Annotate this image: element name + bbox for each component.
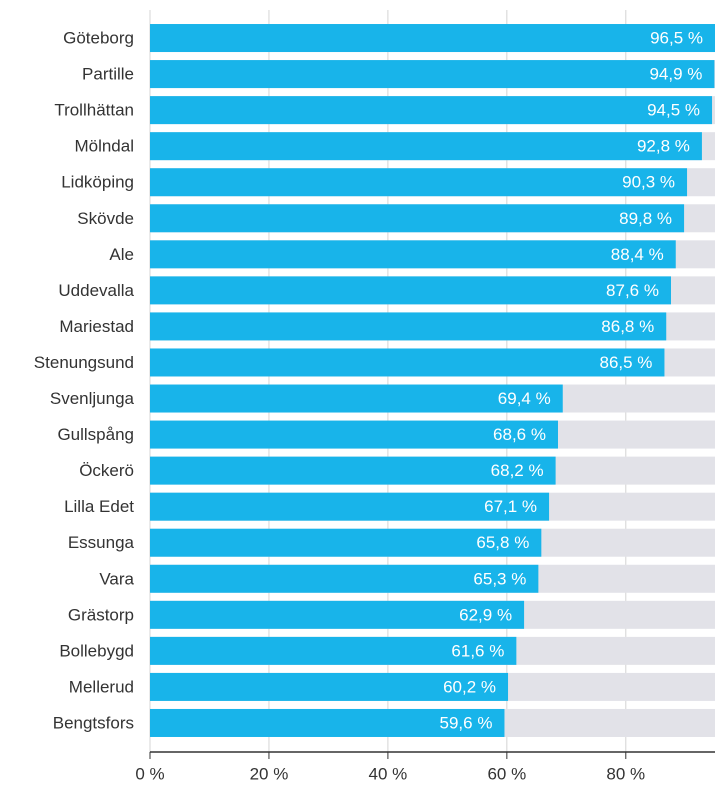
y-tick-label: Partille bbox=[82, 65, 134, 84]
y-tick-label: Trollhättan bbox=[54, 101, 134, 120]
bar bbox=[150, 168, 688, 197]
bar bbox=[150, 636, 517, 665]
bar bbox=[150, 240, 676, 269]
bar bbox=[150, 672, 509, 701]
value-label: 94,5 % bbox=[647, 101, 700, 120]
value-label: 69,4 % bbox=[498, 389, 551, 408]
bar bbox=[150, 600, 525, 629]
value-label: 65,8 % bbox=[476, 533, 529, 552]
value-label: 60,2 % bbox=[443, 677, 496, 696]
bars bbox=[150, 24, 715, 737]
y-tick-label: Stenungsund bbox=[34, 353, 134, 372]
bar bbox=[150, 348, 665, 377]
labels: 0 % 20 % 40 % 60 % 80 % Göteborg 96,5 % Partill… bbox=[34, 29, 715, 783]
x-tick-label: 20 % bbox=[250, 764, 289, 783]
value-label: 92,8 % bbox=[637, 137, 690, 156]
x-tick-label: 40 % bbox=[369, 764, 408, 783]
bar bbox=[150, 420, 558, 449]
y-tick-label: Bengtsfors bbox=[53, 713, 134, 732]
y-tick-label: Lilla Edet bbox=[64, 497, 134, 516]
bar bbox=[150, 492, 550, 521]
value-label: 96,5 % bbox=[650, 29, 703, 48]
value-label: 62,9 % bbox=[459, 605, 512, 624]
y-tick-label: Lidköping bbox=[61, 173, 134, 192]
bar bbox=[150, 312, 667, 341]
y-tick-label: Svenljunga bbox=[50, 389, 135, 408]
value-label: 67,1 % bbox=[484, 497, 537, 516]
y-tick-label: Vara bbox=[99, 569, 134, 588]
x-tick-label: 0 % bbox=[135, 764, 164, 783]
value-label: 61,6 % bbox=[451, 641, 504, 660]
bar bbox=[150, 276, 671, 305]
bar bbox=[150, 384, 563, 413]
y-tick-label: Ale bbox=[109, 245, 134, 264]
bar bbox=[150, 204, 685, 233]
y-tick-label: Göteborg bbox=[63, 29, 134, 48]
value-label: 89,8 % bbox=[619, 209, 672, 228]
bar bbox=[150, 24, 715, 53]
value-label: 94,9 % bbox=[649, 65, 702, 84]
value-label: 87,6 % bbox=[606, 281, 659, 300]
y-tick-label: Mellerud bbox=[69, 677, 134, 696]
value-label: 86,8 % bbox=[601, 317, 654, 336]
y-tick-label: Essunga bbox=[68, 533, 135, 552]
value-label: 59,6 % bbox=[440, 713, 493, 732]
y-tick-label: Bollebygd bbox=[59, 641, 134, 660]
y-tick-label: Öckerö bbox=[79, 461, 134, 480]
value-label: 88,4 % bbox=[611, 245, 664, 264]
x-tick-label: 60 % bbox=[487, 764, 526, 783]
value-label: 86,5 % bbox=[600, 353, 653, 372]
bar bbox=[150, 528, 542, 557]
bar bbox=[150, 96, 713, 125]
y-tick-label: Mariestad bbox=[59, 317, 134, 336]
value-label: 65,3 % bbox=[473, 569, 526, 588]
bar bbox=[150, 708, 505, 737]
value-label: 90,3 % bbox=[622, 173, 675, 192]
value-label: 68,2 % bbox=[491, 461, 544, 480]
x-tick-label: 80 % bbox=[606, 764, 645, 783]
bar bbox=[150, 60, 715, 89]
bar bbox=[150, 456, 556, 485]
y-tick-label: Gullspång bbox=[57, 425, 134, 444]
y-tick-label: Mölndal bbox=[74, 137, 134, 156]
y-tick-label: Skövde bbox=[77, 209, 134, 228]
y-tick-label: Uddevalla bbox=[58, 281, 134, 300]
bar bbox=[150, 132, 702, 161]
bar bbox=[150, 564, 539, 593]
y-tick-label: Grästorp bbox=[68, 605, 134, 624]
value-label: 68,6 % bbox=[493, 425, 546, 444]
